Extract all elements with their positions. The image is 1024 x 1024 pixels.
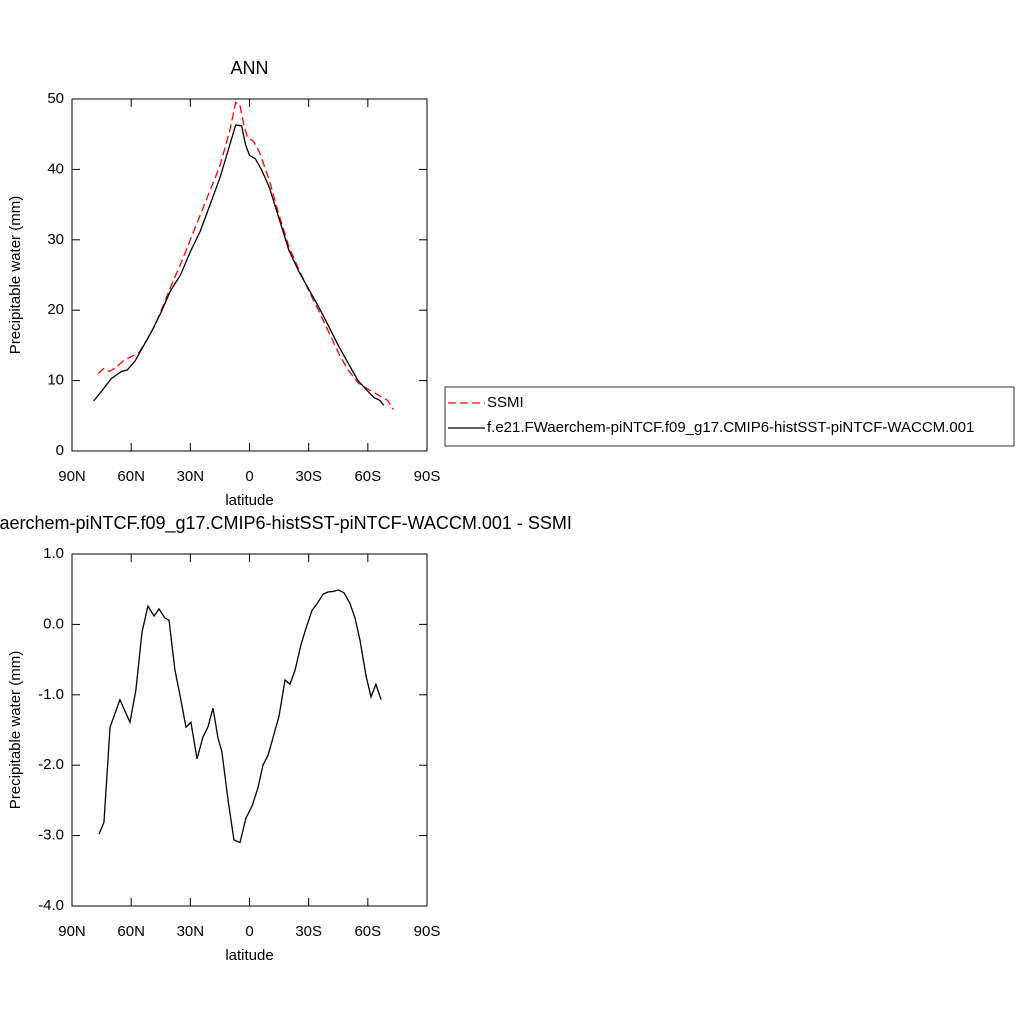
x-tick-label: 90S bbox=[414, 468, 441, 485]
y-tick-label: 50 bbox=[47, 90, 64, 107]
y-tick-label: 40 bbox=[47, 160, 64, 177]
chart-title: f.e21.FWaerchem-piNTCF.f09_g17.CMIP6-his… bbox=[0, 513, 572, 534]
y-tick-label: 0 bbox=[56, 442, 64, 459]
x-tick-label: 30S bbox=[295, 468, 322, 485]
x-tick-label: 30S bbox=[295, 923, 322, 940]
y-tick-label: 20 bbox=[47, 301, 64, 318]
data-line bbox=[93, 124, 385, 406]
data-line bbox=[98, 589, 382, 844]
y-tick-label: 30 bbox=[47, 231, 64, 248]
y-axis-label: Precipitable water (mm) bbox=[7, 196, 24, 354]
x-axis-label: latitude bbox=[225, 492, 273, 509]
plot-frame bbox=[71, 553, 428, 907]
data-line bbox=[97, 101, 395, 410]
x-tick-label: 0 bbox=[245, 468, 253, 485]
x-tick-label: 60N bbox=[117, 468, 145, 485]
x-tick-label: 60S bbox=[354, 468, 381, 485]
y-axis-label: Precipitable water (mm) bbox=[7, 651, 24, 809]
x-tick-label: 90N bbox=[58, 923, 86, 940]
x-tick-label: 30N bbox=[177, 468, 205, 485]
x-axis-label: latitude bbox=[225, 947, 273, 964]
y-tick-label: 10 bbox=[47, 372, 64, 389]
legend-label: f.e21.FWaerchem-piNTCF.f09_g17.CMIP6-his… bbox=[487, 419, 974, 436]
x-tick-label: 60N bbox=[117, 923, 145, 940]
x-tick-label: 30N bbox=[177, 923, 205, 940]
y-tick-label: -2.0 bbox=[38, 756, 64, 773]
legend-box bbox=[444, 386, 1015, 447]
y-tick-label: -3.0 bbox=[38, 827, 64, 844]
y-tick-label: -1.0 bbox=[38, 686, 64, 703]
y-tick-label: 1.0 bbox=[43, 545, 64, 562]
x-tick-label: 60S bbox=[354, 923, 381, 940]
y-tick-label: -4.0 bbox=[38, 897, 64, 914]
x-tick-label: 90S bbox=[414, 923, 441, 940]
legend-label: SSMI bbox=[487, 394, 524, 411]
x-tick-label: 0 bbox=[245, 923, 253, 940]
chart-title: ANN bbox=[230, 58, 268, 78]
y-tick-label: 0.0 bbox=[43, 615, 64, 632]
x-tick-label: 90N bbox=[58, 468, 86, 485]
